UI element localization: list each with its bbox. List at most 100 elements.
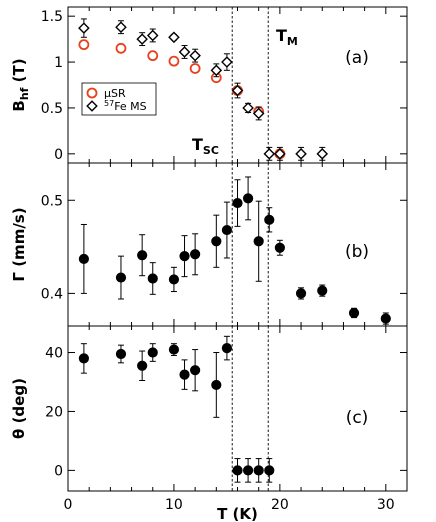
legend-entry-sup: 57 bbox=[104, 99, 114, 108]
y-tick-label: 1.5 bbox=[41, 9, 63, 25]
data-point bbox=[221, 56, 233, 68]
data-point bbox=[178, 46, 191, 58]
data-point bbox=[189, 63, 201, 74]
series-a-1 bbox=[78, 18, 329, 161]
data-point bbox=[115, 272, 127, 283]
data-point bbox=[168, 344, 180, 355]
data-point bbox=[317, 285, 328, 296]
data-point bbox=[78, 353, 89, 364]
legend-entry: 57Fe MS bbox=[104, 99, 147, 113]
panel-b: 0.4 0.5 Γ (mm/s) (b) bbox=[10, 162, 408, 327]
data-point bbox=[264, 465, 275, 476]
data-point bbox=[147, 50, 159, 62]
data-point bbox=[221, 342, 233, 354]
y-axis-label: Γ (mm/s) bbox=[10, 207, 28, 281]
data-point bbox=[115, 348, 127, 360]
legend-marker bbox=[86, 100, 98, 112]
legend-marker bbox=[86, 87, 98, 99]
panel-label: (b) bbox=[345, 242, 369, 262]
data-point bbox=[179, 369, 190, 380]
data-point bbox=[147, 347, 158, 358]
data-point bbox=[316, 148, 329, 160]
tsc-label: TSC bbox=[192, 135, 219, 157]
tm-label: TM bbox=[276, 26, 298, 48]
data-point bbox=[189, 49, 201, 62]
tsc-label-main: T bbox=[192, 135, 203, 154]
legend-entry-text: Fe MS bbox=[114, 100, 146, 113]
data-point bbox=[263, 148, 276, 160]
data-point bbox=[221, 224, 233, 236]
data-point bbox=[146, 29, 159, 42]
panel-c: 0 20 40 θ (deg) (c) bbox=[10, 325, 408, 492]
series-c-0 bbox=[78, 335, 275, 483]
panel-label: (c) bbox=[346, 408, 369, 428]
data-point bbox=[232, 465, 243, 476]
data-point bbox=[242, 465, 254, 476]
y-axis-label-unit: (T) bbox=[10, 58, 28, 87]
x-tick-label: 0 bbox=[64, 497, 73, 513]
x-tick-label: 10 bbox=[165, 497, 183, 513]
y-tick-label: 0.5 bbox=[41, 101, 63, 117]
y-axis-label: Bhf (T) bbox=[10, 58, 31, 111]
data-point bbox=[168, 274, 180, 285]
data-point bbox=[137, 250, 148, 261]
data-point bbox=[179, 251, 190, 262]
data-point bbox=[252, 107, 265, 120]
data-point bbox=[231, 84, 244, 97]
data-point bbox=[190, 365, 201, 376]
data-point bbox=[380, 313, 391, 324]
data-point bbox=[168, 55, 180, 67]
data-point bbox=[190, 249, 201, 260]
y-tick-label: 0.5 bbox=[41, 193, 63, 209]
series-b-0 bbox=[78, 176, 391, 325]
y-tick-label: 0.4 bbox=[41, 286, 63, 302]
y-axis-label-main: Γ bbox=[10, 272, 28, 282]
data-point bbox=[242, 102, 254, 114]
panel-label: (a) bbox=[345, 48, 369, 68]
y-axis-label-sub: hf bbox=[18, 87, 31, 100]
data-point bbox=[78, 253, 89, 265]
data-point bbox=[274, 148, 286, 160]
x-axis-label: T (K) bbox=[217, 505, 258, 522]
x-tick-label: 30 bbox=[377, 497, 395, 513]
data-point bbox=[211, 379, 222, 391]
tm-label-sub: M bbox=[287, 35, 298, 48]
data-point bbox=[137, 360, 148, 371]
data-point bbox=[147, 273, 158, 284]
legend-entry-text: μSR bbox=[104, 87, 126, 100]
data-point bbox=[253, 236, 264, 247]
y-axis-label: θ (deg) bbox=[10, 378, 28, 439]
data-point bbox=[253, 465, 264, 476]
y-tick-label: 1 bbox=[54, 55, 63, 71]
y-axis-label-unit: (mm/s) bbox=[10, 207, 28, 272]
data-point bbox=[115, 21, 127, 33]
y-axis-label-unit: (deg) bbox=[10, 378, 28, 429]
data-point bbox=[295, 288, 307, 299]
data-point bbox=[232, 197, 243, 209]
tsc-label-sub: SC bbox=[203, 144, 219, 157]
tm-label-main: T bbox=[276, 26, 287, 45]
legend-entry: μSR bbox=[104, 87, 126, 100]
y-axis-label-main: B bbox=[10, 100, 28, 111]
data-point bbox=[348, 307, 360, 319]
y-tick-label: 0 bbox=[54, 463, 63, 479]
y-axis-label-main: θ bbox=[10, 429, 28, 439]
data-point bbox=[295, 148, 307, 160]
data-point bbox=[78, 39, 90, 51]
y-tick-label: 20 bbox=[45, 404, 63, 420]
data-point bbox=[242, 193, 254, 204]
data-point bbox=[264, 214, 275, 225]
data-point bbox=[211, 236, 222, 247]
y-tick-label: 40 bbox=[45, 346, 63, 362]
data-point bbox=[136, 33, 148, 45]
data-point bbox=[210, 64, 223, 77]
data-point bbox=[168, 31, 180, 44]
data-point bbox=[274, 242, 285, 253]
data-point bbox=[78, 22, 90, 34]
x-tick-label: 20 bbox=[271, 497, 289, 513]
data-point bbox=[115, 42, 127, 54]
y-tick-label: 0 bbox=[54, 147, 63, 163]
